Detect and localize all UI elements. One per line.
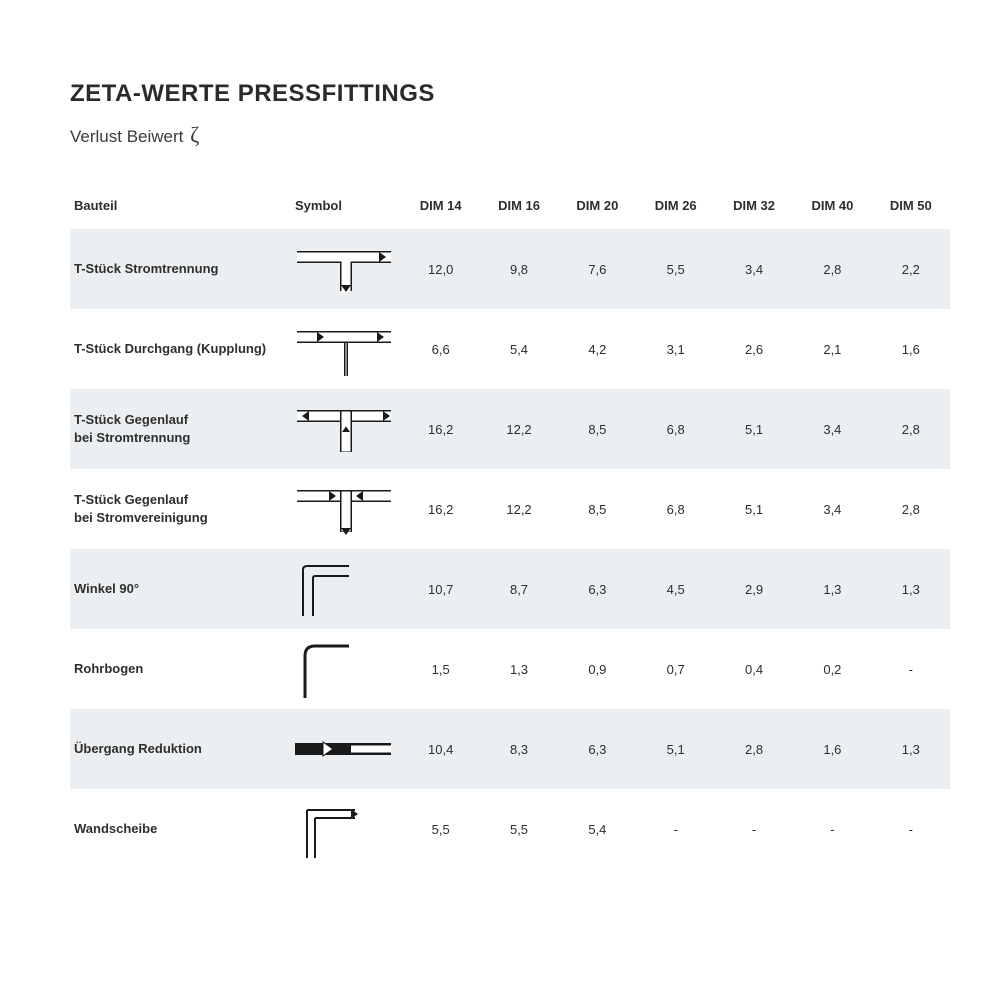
cell-value: 6,8	[637, 389, 715, 469]
cell-value: 3,1	[637, 309, 715, 389]
cell-value: 1,6	[872, 309, 950, 389]
col-dim-40: DIM 40	[793, 188, 871, 229]
cell-value: 2,8	[872, 469, 950, 549]
cell-value: 1,5	[402, 629, 480, 709]
cell-value: -	[637, 789, 715, 869]
cell-value: 5,1	[715, 389, 793, 469]
cell-value: 8,5	[558, 389, 636, 469]
cell-value: 10,4	[402, 709, 480, 789]
row-name: Rohrbogen	[70, 629, 291, 709]
cell-value: 2,9	[715, 549, 793, 629]
cell-value: 1,3	[872, 709, 950, 789]
bend-icon	[291, 629, 402, 709]
cell-value: 3,4	[715, 229, 793, 309]
table-row: T-Stück Durchgang (Kupplung) 6,65,44,23,…	[70, 309, 950, 389]
col-dim-14: DIM 14	[402, 188, 480, 229]
row-name: T-Stück Gegenlaufbei Stromtrennung	[70, 389, 291, 469]
subtitle-prefix: Verlust Beiwert	[70, 127, 183, 146]
table-row: Übergang Reduktion 10,48,36,35,12,81,61,…	[70, 709, 950, 789]
table-row: Winkel 90° 10,78,76,34,52,91,31,3	[70, 549, 950, 629]
cell-value: 2,8	[715, 709, 793, 789]
row-name: Übergang Reduktion	[70, 709, 291, 789]
cell-value: 7,6	[558, 229, 636, 309]
cell-value: 5,4	[480, 309, 558, 389]
t-counter-merge-icon	[291, 469, 402, 549]
cell-value: 5,5	[637, 229, 715, 309]
col-bauteil: Bauteil	[70, 188, 291, 229]
cell-value: 9,8	[480, 229, 558, 309]
cell-value: 1,3	[872, 549, 950, 629]
cell-value: 8,3	[480, 709, 558, 789]
cell-value: 5,5	[480, 789, 558, 869]
t-split-down-icon	[291, 229, 402, 309]
cell-value: 0,4	[715, 629, 793, 709]
col-dim-16: DIM 16	[480, 188, 558, 229]
cell-value: 6,8	[637, 469, 715, 549]
cell-value: 0,2	[793, 629, 871, 709]
col-dim-32: DIM 32	[715, 188, 793, 229]
elbow-90-icon	[291, 549, 402, 629]
cell-value: -	[715, 789, 793, 869]
table-row: Wandscheibe 5,55,55,4----	[70, 789, 950, 869]
cell-value: 12,2	[480, 469, 558, 549]
row-name: Wandscheibe	[70, 789, 291, 869]
cell-value: -	[872, 789, 950, 869]
cell-value: 2,1	[793, 309, 871, 389]
cell-value: 4,5	[637, 549, 715, 629]
table-row: T-Stück Gegenlaufbei Stromvereinigung 16…	[70, 469, 950, 549]
cell-value: 2,8	[872, 389, 950, 469]
cell-value: 4,2	[558, 309, 636, 389]
wall-plate-icon	[291, 789, 402, 869]
col-symbol: Symbol	[291, 188, 402, 229]
cell-value: 1,3	[480, 629, 558, 709]
cell-value: 5,4	[558, 789, 636, 869]
zeta-table: Bauteil Symbol DIM 14 DIM 16 DIM 20 DIM …	[70, 188, 950, 869]
cell-value: -	[793, 789, 871, 869]
cell-value: 3,4	[793, 389, 871, 469]
cell-value: 5,1	[715, 469, 793, 549]
zeta-symbol: ζ	[190, 122, 199, 147]
col-dim-20: DIM 20	[558, 188, 636, 229]
cell-value: 0,7	[637, 629, 715, 709]
cell-value: 0,9	[558, 629, 636, 709]
row-name: T-Stück Stromtrennung	[70, 229, 291, 309]
cell-value: 12,0	[402, 229, 480, 309]
cell-value: 5,5	[402, 789, 480, 869]
cell-value: 2,6	[715, 309, 793, 389]
row-name: Winkel 90°	[70, 549, 291, 629]
t-through-icon	[291, 309, 402, 389]
col-dim-50: DIM 50	[872, 188, 950, 229]
table-row: T-Stück Gegenlaufbei Stromtrennung 16,21…	[70, 389, 950, 469]
cell-value: 5,1	[637, 709, 715, 789]
row-name: T-Stück Durchgang (Kupplung)	[70, 309, 291, 389]
cell-value: 16,2	[402, 389, 480, 469]
cell-value: 6,3	[558, 709, 636, 789]
subtitle: Verlust Beiwert ζ	[70, 122, 950, 148]
cell-value: 12,2	[480, 389, 558, 469]
cell-value: 8,7	[480, 549, 558, 629]
row-name: T-Stück Gegenlaufbei Stromvereinigung	[70, 469, 291, 549]
header-row: Bauteil Symbol DIM 14 DIM 16 DIM 20 DIM …	[70, 188, 950, 229]
col-dim-26: DIM 26	[637, 188, 715, 229]
page-title: ZETA-WERTE PRESSFITTINGS	[70, 80, 950, 108]
cell-value: 2,8	[793, 229, 871, 309]
cell-value: 2,2	[872, 229, 950, 309]
cell-value: 6,3	[558, 549, 636, 629]
table-row: Rohrbogen 1,51,30,90,70,40,2-	[70, 629, 950, 709]
t-counter-split-icon	[291, 389, 402, 469]
cell-value: 1,6	[793, 709, 871, 789]
cell-value: 1,3	[793, 549, 871, 629]
table-row: T-Stück Stromtrennung 12,09,87,65,53,42,…	[70, 229, 950, 309]
cell-value: 8,5	[558, 469, 636, 549]
cell-value: -	[872, 629, 950, 709]
cell-value: 3,4	[793, 469, 871, 549]
cell-value: 16,2	[402, 469, 480, 549]
reducer-icon	[291, 709, 402, 789]
cell-value: 6,6	[402, 309, 480, 389]
cell-value: 10,7	[402, 549, 480, 629]
